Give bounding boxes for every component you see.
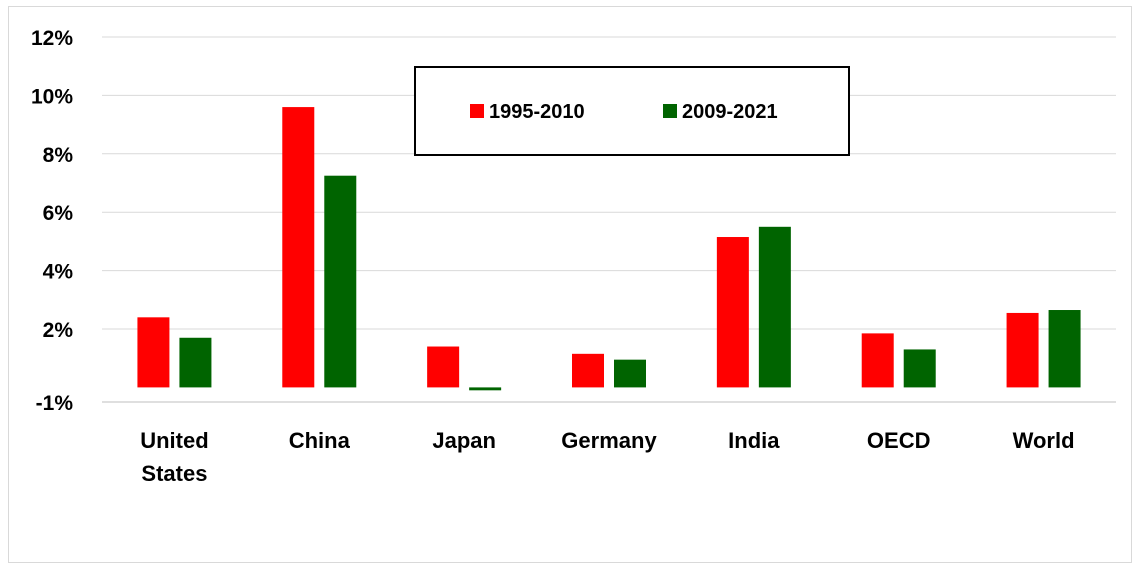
bar-2009-2021-india xyxy=(758,226,791,388)
bar-2009-2021-germany xyxy=(614,359,646,388)
bar-2009-2021-world xyxy=(1048,310,1081,388)
bar-2009-2021-oecd xyxy=(903,349,936,388)
bar-1995-2010-oecd xyxy=(861,333,894,388)
legend-swatch xyxy=(663,104,677,118)
bar-1995-2010-united-states xyxy=(137,317,170,388)
bars xyxy=(137,107,1081,391)
x-category-label: States xyxy=(141,461,207,486)
y-tick-label: 6% xyxy=(43,202,74,225)
x-category-label: Germany xyxy=(561,428,657,453)
bar-2009-2021-japan xyxy=(469,387,502,391)
x-category-label: OECD xyxy=(867,428,931,453)
y-tick-label: 12% xyxy=(31,27,73,50)
legend-box xyxy=(414,66,850,156)
bar-1995-2010-china xyxy=(282,107,315,388)
bar-1995-2010-world xyxy=(1006,312,1039,388)
y-axis-tick-labels: -1% 2% 4% 6% 8% 10% 12% xyxy=(31,27,73,415)
bar-1995-2010-germany xyxy=(572,353,604,388)
bar-2009-2021-china xyxy=(324,175,357,388)
x-category-label: China xyxy=(289,428,351,453)
legend-swatch xyxy=(470,104,484,118)
x-category-label: Japan xyxy=(432,428,496,453)
y-tick-label: 10% xyxy=(31,85,73,108)
y-tick-label: 4% xyxy=(43,261,74,284)
bar-2009-2021-united-states xyxy=(179,337,212,388)
x-category-label: United xyxy=(140,428,208,453)
x-axis-category-labels: United States China Japan Germany India OECD Wo… xyxy=(140,428,1074,486)
y-tick-label: -1% xyxy=(36,392,74,415)
y-tick-label: 2% xyxy=(43,319,74,342)
x-category-label: World xyxy=(1013,428,1075,453)
bar-1995-2010-india xyxy=(716,237,749,388)
legend-label: 1995-2010 xyxy=(489,101,585,123)
x-category-label: India xyxy=(728,428,780,453)
legend-label: 2009-2021 xyxy=(682,101,778,123)
legend: 1995-2010 2009-2021 xyxy=(414,66,850,156)
bar-1995-2010-japan xyxy=(427,346,460,388)
y-tick-label: 8% xyxy=(43,144,74,167)
